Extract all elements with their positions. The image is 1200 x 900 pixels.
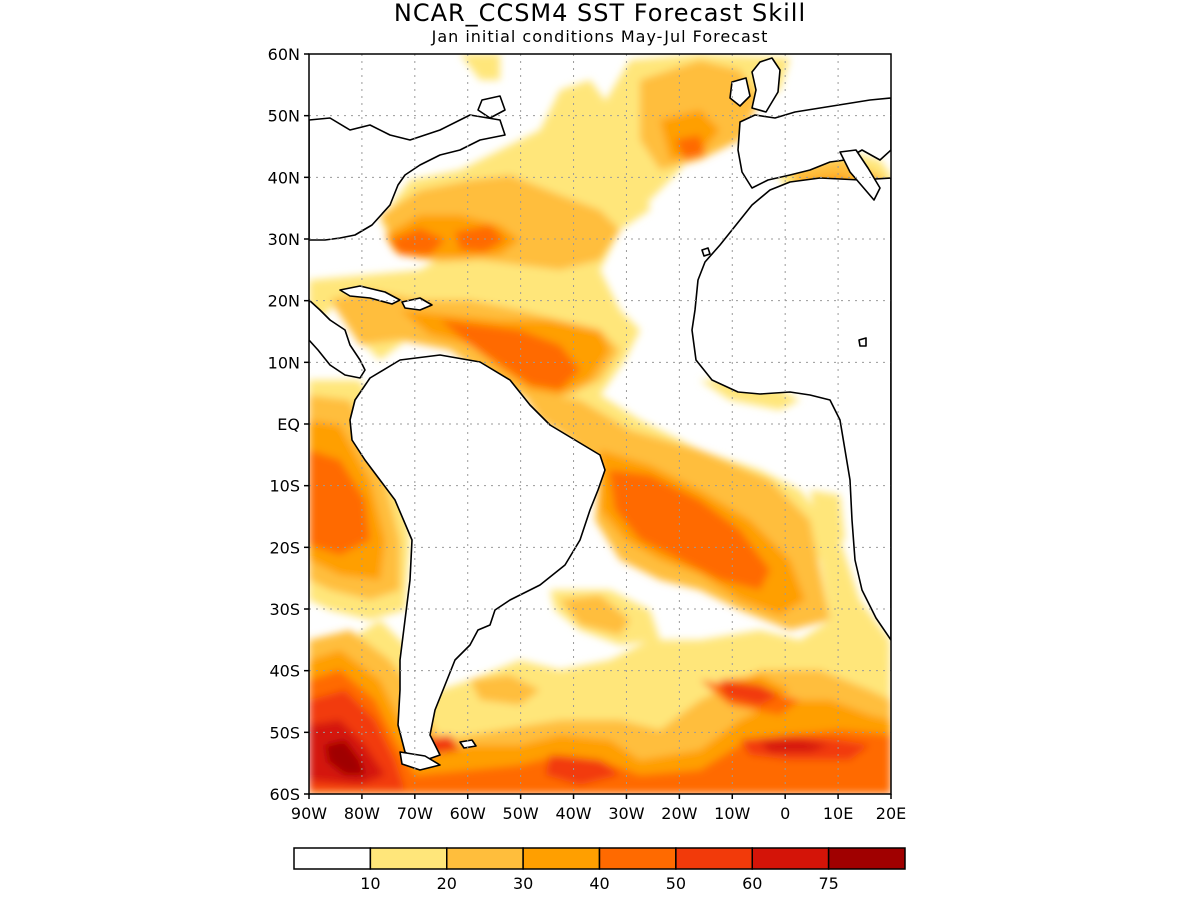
lon-tick-label: 90W <box>291 804 327 823</box>
lon-tick-label: 10W <box>714 804 750 823</box>
latitude-labels: 60N 50N 40N 30N 20N 10N EQ 10S 20S 30S 40S 50S 60S <box>268 45 300 804</box>
lon-tick-label: 70W <box>397 804 433 823</box>
lat-tick-label: 40N <box>268 168 300 187</box>
map-subtitle: Jan initial conditions May-Jul Forecast <box>431 27 769 46</box>
lat-tick-label: EQ <box>277 415 300 434</box>
colorbar-bin <box>827 847 906 870</box>
colorbar-label: 75 <box>818 874 838 893</box>
colorbar-label: 10 <box>360 874 380 893</box>
colorbar-bin <box>446 847 524 870</box>
map-gridlines <box>309 54 891 794</box>
lat-tick-label: 60S <box>269 785 300 804</box>
lat-tick-label: 30S <box>269 600 300 619</box>
colorbar-label: 30 <box>513 874 533 893</box>
lon-tick-label: 0 <box>780 804 790 823</box>
colorbar-label: 60 <box>742 874 762 893</box>
longitude-labels: 90W 80W 70W 60W 50W 40W 30W 20W 10W 0 10E 20E <box>291 804 906 823</box>
axis-ticks <box>304 53 892 799</box>
lat-tick-label: 30N <box>268 230 300 249</box>
lat-tick-label: 50S <box>269 723 300 742</box>
lon-tick-label: 60W <box>450 804 486 823</box>
colorbar <box>293 847 906 870</box>
lon-tick-label: 20E <box>876 804 906 823</box>
colorbar-labels: 10 20 30 40 50 60 75 <box>360 874 839 893</box>
lon-tick-label: 40W <box>555 804 591 823</box>
lat-tick-label: 10S <box>269 477 300 496</box>
lat-tick-label: 40S <box>269 662 300 681</box>
lat-tick-label: 50N <box>268 107 300 126</box>
colorbar-bin <box>369 847 448 870</box>
colorbar-bin <box>293 847 372 870</box>
colorbar-bin <box>522 847 601 870</box>
lon-tick-label: 50W <box>503 804 539 823</box>
colorbar-label: 20 <box>437 874 457 893</box>
lat-tick-label: 20S <box>269 538 300 557</box>
lon-tick-label: 10E <box>823 804 853 823</box>
lon-tick-label: 30W <box>608 804 644 823</box>
lat-tick-label: 10N <box>268 353 300 372</box>
map-title: NCAR_CCSM4 SST Forecast Skill <box>393 0 807 27</box>
lat-tick-label: 20N <box>268 292 300 311</box>
skill-shading <box>309 54 891 794</box>
lat-tick-label: 60N <box>268 45 300 64</box>
colorbar-bin <box>751 847 830 870</box>
colorbar-label: 50 <box>666 874 686 893</box>
colorbar-bin <box>675 847 753 870</box>
colorbar-label: 40 <box>589 874 609 893</box>
lon-tick-label: 20W <box>661 804 697 823</box>
colorbar-bin <box>598 847 677 870</box>
lon-tick-label: 80W <box>344 804 380 823</box>
